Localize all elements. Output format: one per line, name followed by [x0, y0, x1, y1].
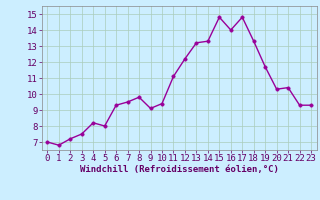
X-axis label: Windchill (Refroidissement éolien,°C): Windchill (Refroidissement éolien,°C) [80, 165, 279, 174]
